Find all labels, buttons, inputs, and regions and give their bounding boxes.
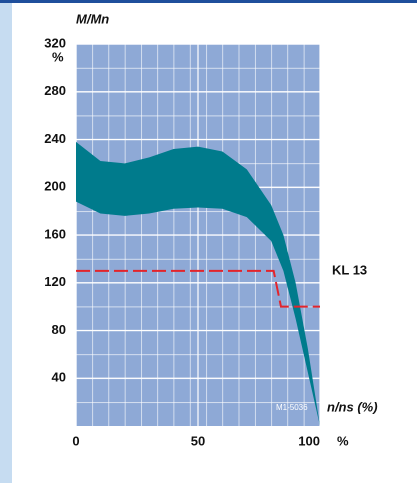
y-tick-label: 240 [44, 131, 66, 146]
annotation: KL 13 [332, 262, 367, 277]
torque-band [76, 141, 320, 426]
y-tick-label: 120 [44, 274, 66, 289]
x-axis-label: n/ns (%) [327, 399, 378, 414]
limit-line [76, 269, 320, 308]
y-unit: % [52, 49, 64, 64]
y-tick-label: 320 [44, 35, 66, 50]
y-tick-label: 80 [52, 322, 66, 337]
y-tick-label: 200 [44, 179, 66, 194]
side-strip [0, 3, 12, 483]
figure-code: M1-5036 [276, 403, 308, 412]
x-tick-label: 50 [191, 433, 205, 448]
top-rule [0, 0, 417, 3]
y-axis-label: M/Mn [76, 11, 109, 26]
x-unit: % [337, 433, 349, 448]
x-tick-label: 100 [298, 433, 320, 448]
y-tick-label: 280 [44, 83, 66, 98]
y-tick-label: 40 [52, 370, 66, 385]
y-tick-label: 160 [44, 226, 66, 241]
x-tick-label: 0 [72, 433, 79, 448]
